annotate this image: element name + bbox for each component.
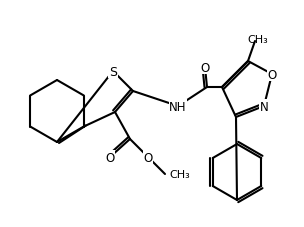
Text: S: S [109, 65, 117, 78]
Text: O: O [200, 61, 210, 74]
Text: CH₃: CH₃ [247, 35, 268, 45]
Text: O: O [143, 151, 153, 164]
Text: O: O [268, 68, 277, 81]
Text: NH: NH [169, 100, 187, 113]
Text: CH₃: CH₃ [169, 169, 190, 179]
Text: N: N [260, 100, 268, 113]
Text: O: O [105, 151, 115, 164]
